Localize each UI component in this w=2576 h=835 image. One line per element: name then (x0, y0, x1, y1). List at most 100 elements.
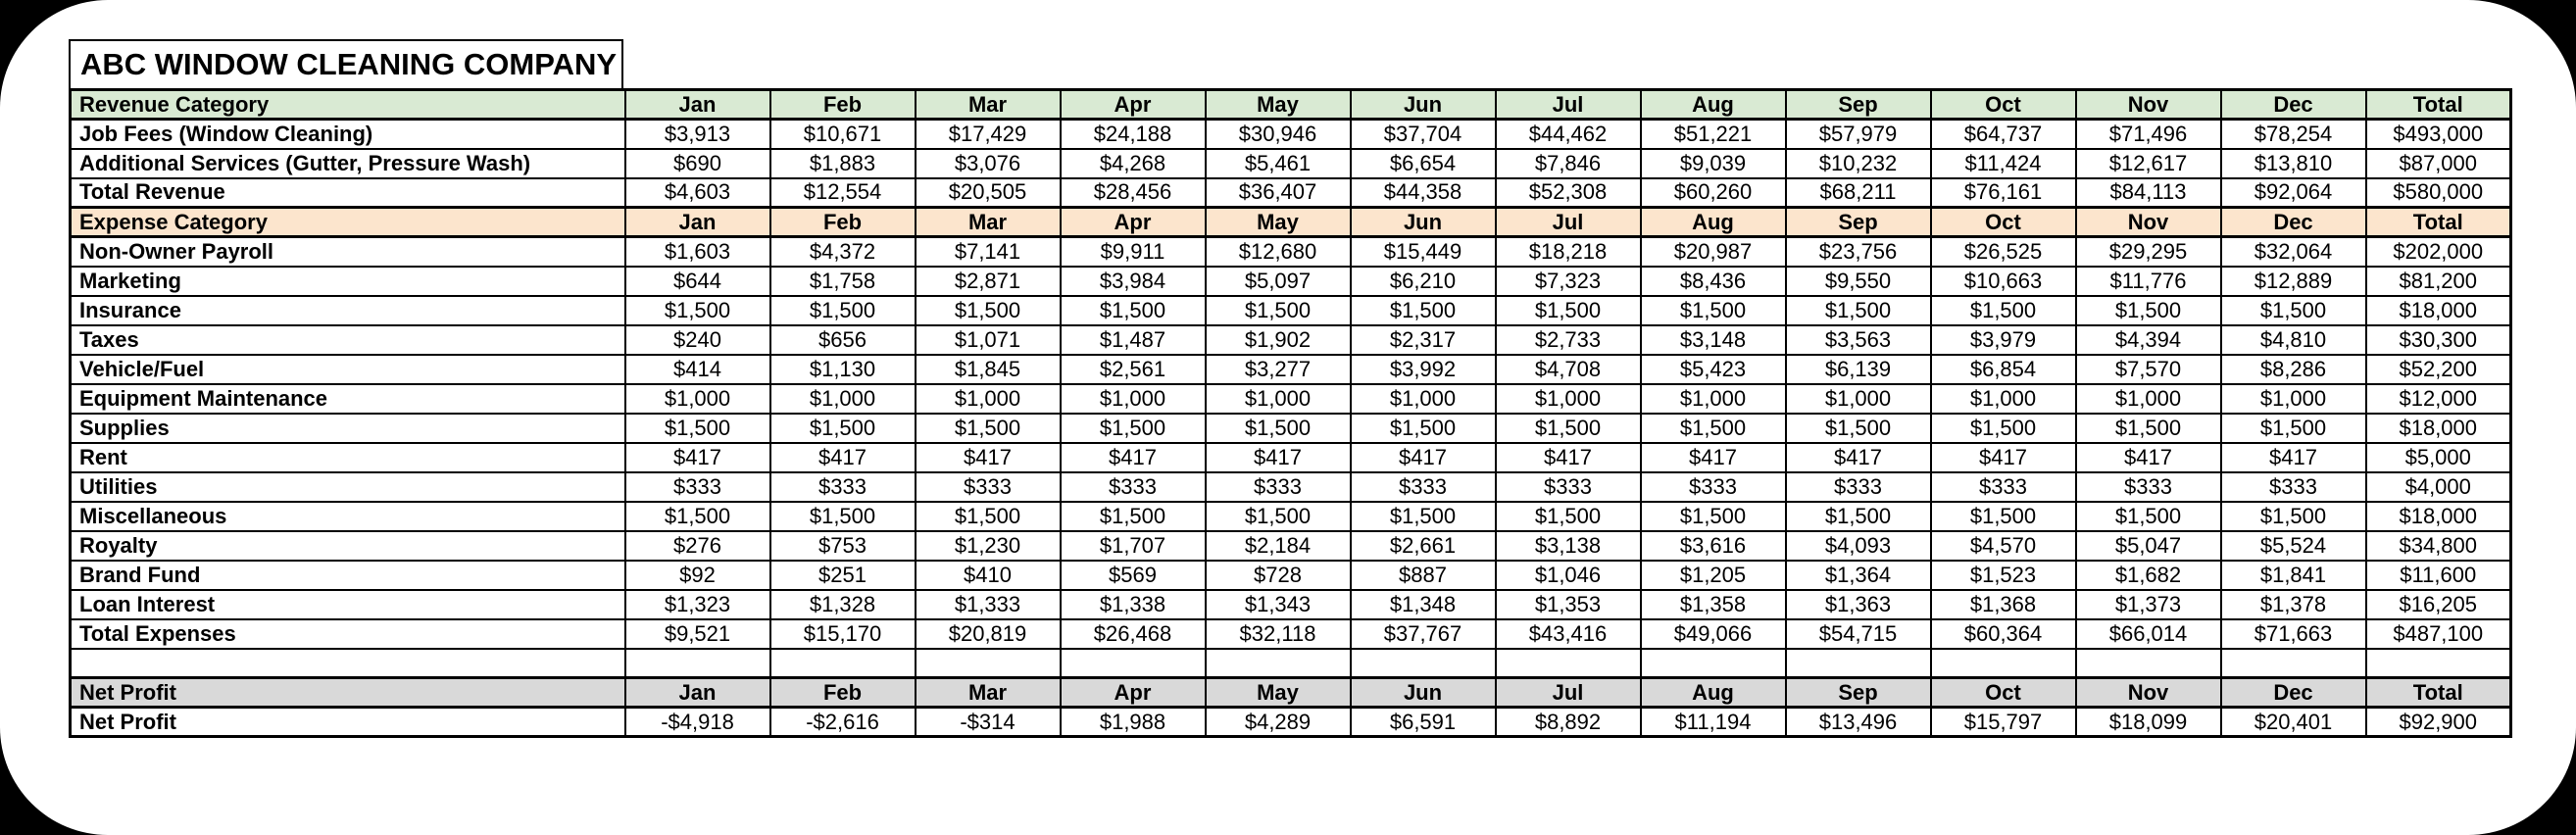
value-cell: $728 (1204, 559, 1352, 591)
value-cell: $13,496 (1784, 706, 1932, 738)
value-cell: $71,496 (2074, 118, 2222, 150)
value-cell: $43,416 (1494, 617, 1642, 650)
month-header-cell: Sep (1784, 206, 1932, 238)
value-cell: $333 (768, 470, 916, 503)
value-cell: $1,500 (1494, 294, 1642, 326)
value-cell: $1,500 (2219, 294, 2367, 326)
value-cell: $15,449 (1349, 235, 1497, 268)
table-row: Rent $417 $417 $417 $417 $417 $417 $417 $417 $417… (69, 441, 2512, 473)
table-row: Additional Services (Gutter, Pressure Wa… (69, 147, 2512, 179)
row-label-cell: Taxes (69, 323, 626, 356)
value-cell: $569 (1059, 559, 1207, 591)
value-cell: $60,364 (1929, 617, 2077, 650)
value-cell: $30,946 (1204, 118, 1352, 150)
value-cell: $18,000 (2364, 294, 2512, 326)
revenue-header-row: Revenue Category Jan Feb Mar Apr May Jun Jul Aug… (69, 88, 2512, 121)
value-cell: $6,139 (1784, 353, 1932, 385)
empty-cell (2074, 647, 2222, 679)
row-label-cell: Total Revenue (69, 176, 626, 209)
value-cell: $202,000 (2364, 235, 2512, 268)
month-header-cell: Nov (2074, 88, 2222, 121)
value-cell: $7,141 (914, 235, 1062, 268)
value-cell: $1,487 (1059, 323, 1207, 356)
value-cell: $3,277 (1204, 353, 1352, 385)
value-cell: $417 (1929, 441, 2077, 473)
month-header-cell: Mar (914, 206, 1062, 238)
value-cell: $5,524 (2219, 529, 2367, 562)
value-cell: $333 (2074, 470, 2222, 503)
value-cell: $3,992 (1349, 353, 1497, 385)
empty-cell (914, 647, 1062, 679)
month-header-cell: Feb (768, 676, 916, 709)
value-cell: $417 (1494, 441, 1642, 473)
value-cell: $690 (623, 147, 771, 179)
value-cell: $1,000 (1349, 382, 1497, 415)
value-cell: $1,841 (2219, 559, 2367, 591)
value-cell: $1,902 (1204, 323, 1352, 356)
value-cell: $410 (914, 559, 1062, 591)
value-cell: $2,871 (914, 265, 1062, 297)
value-cell: $4,708 (1494, 353, 1642, 385)
empty-cell (1349, 647, 1497, 679)
value-cell: $10,671 (768, 118, 916, 150)
month-header-cell: Jun (1349, 88, 1497, 121)
value-cell: $60,260 (1639, 176, 1787, 209)
value-cell: $18,218 (1494, 235, 1642, 268)
value-cell: $1,348 (1349, 588, 1497, 620)
value-cell: $92,064 (2219, 176, 2367, 209)
value-cell: $1,603 (623, 235, 771, 268)
month-header-cell: Oct (1929, 88, 2077, 121)
value-cell: $417 (1204, 441, 1352, 473)
month-header-cell: Aug (1639, 676, 1787, 709)
month-header-cell: Nov (2074, 206, 2222, 238)
empty-cell (1059, 647, 1207, 679)
value-cell: $23,756 (1784, 235, 1932, 268)
value-cell: $52,308 (1494, 176, 1642, 209)
table-row: Royalty $276 $753 $1,230 $1,707 $2,184 $2,661 $… (69, 529, 2512, 562)
value-cell: $20,819 (914, 617, 1062, 650)
value-cell: $11,776 (2074, 265, 2222, 297)
value-cell: $1,323 (623, 588, 771, 620)
month-header-cell: Total (2364, 676, 2512, 709)
value-cell: $1,845 (914, 353, 1062, 385)
value-cell: $1,328 (768, 588, 916, 620)
value-cell: $333 (1059, 470, 1207, 503)
month-header-cell: Jan (623, 676, 771, 709)
table-row: Supplies $1,500 $1,500 $1,500 $1,500 $1,500 $1… (69, 412, 2512, 444)
value-cell: $9,550 (1784, 265, 1932, 297)
value-cell: $5,000 (2364, 441, 2512, 473)
row-label-cell: Vehicle/Fuel (69, 353, 626, 385)
value-cell: $3,563 (1784, 323, 1932, 356)
value-cell: $1,000 (1059, 382, 1207, 415)
value-cell: $417 (914, 441, 1062, 473)
value-cell: $417 (1059, 441, 1207, 473)
table-row: Non-Owner Payroll $1,603 $4,372 $7,141 $9,91… (69, 235, 2512, 268)
value-cell: $12,889 (2219, 265, 2367, 297)
company-title: ABC WINDOW CLEANING COMPANY (69, 39, 623, 90)
table-row: Utilities $333 $333 $333 $333 $333 $333 $333 $33… (69, 470, 2512, 503)
value-cell: $3,138 (1494, 529, 1642, 562)
row-label-cell: Marketing (69, 265, 626, 297)
value-cell: $6,591 (1349, 706, 1497, 738)
value-cell: $84,113 (2074, 176, 2222, 209)
value-cell: $16,205 (2364, 588, 2512, 620)
value-cell: $1,500 (1494, 500, 1642, 532)
month-header-cell: Jun (1349, 676, 1497, 709)
month-header-cell: Dec (2219, 676, 2367, 709)
table-row: Brand Fund $92 $251 $410 $569 $728 $887 $1,046 $… (69, 559, 2512, 591)
value-cell: $12,680 (1204, 235, 1352, 268)
value-cell: $1,500 (914, 412, 1062, 444)
value-cell: $1,758 (768, 265, 916, 297)
month-header-cell: Mar (914, 88, 1062, 121)
value-cell: $1,500 (1639, 294, 1787, 326)
value-cell: $1,988 (1059, 706, 1207, 738)
month-header-cell: Jul (1494, 206, 1642, 238)
value-cell: $1,500 (1204, 500, 1352, 532)
value-cell: $333 (1784, 470, 1932, 503)
value-cell: $44,462 (1494, 118, 1642, 150)
value-cell: $3,979 (1929, 323, 2077, 356)
value-cell: $1,000 (1929, 382, 2077, 415)
value-cell: $1,205 (1639, 559, 1787, 591)
value-cell: $26,525 (1929, 235, 2077, 268)
